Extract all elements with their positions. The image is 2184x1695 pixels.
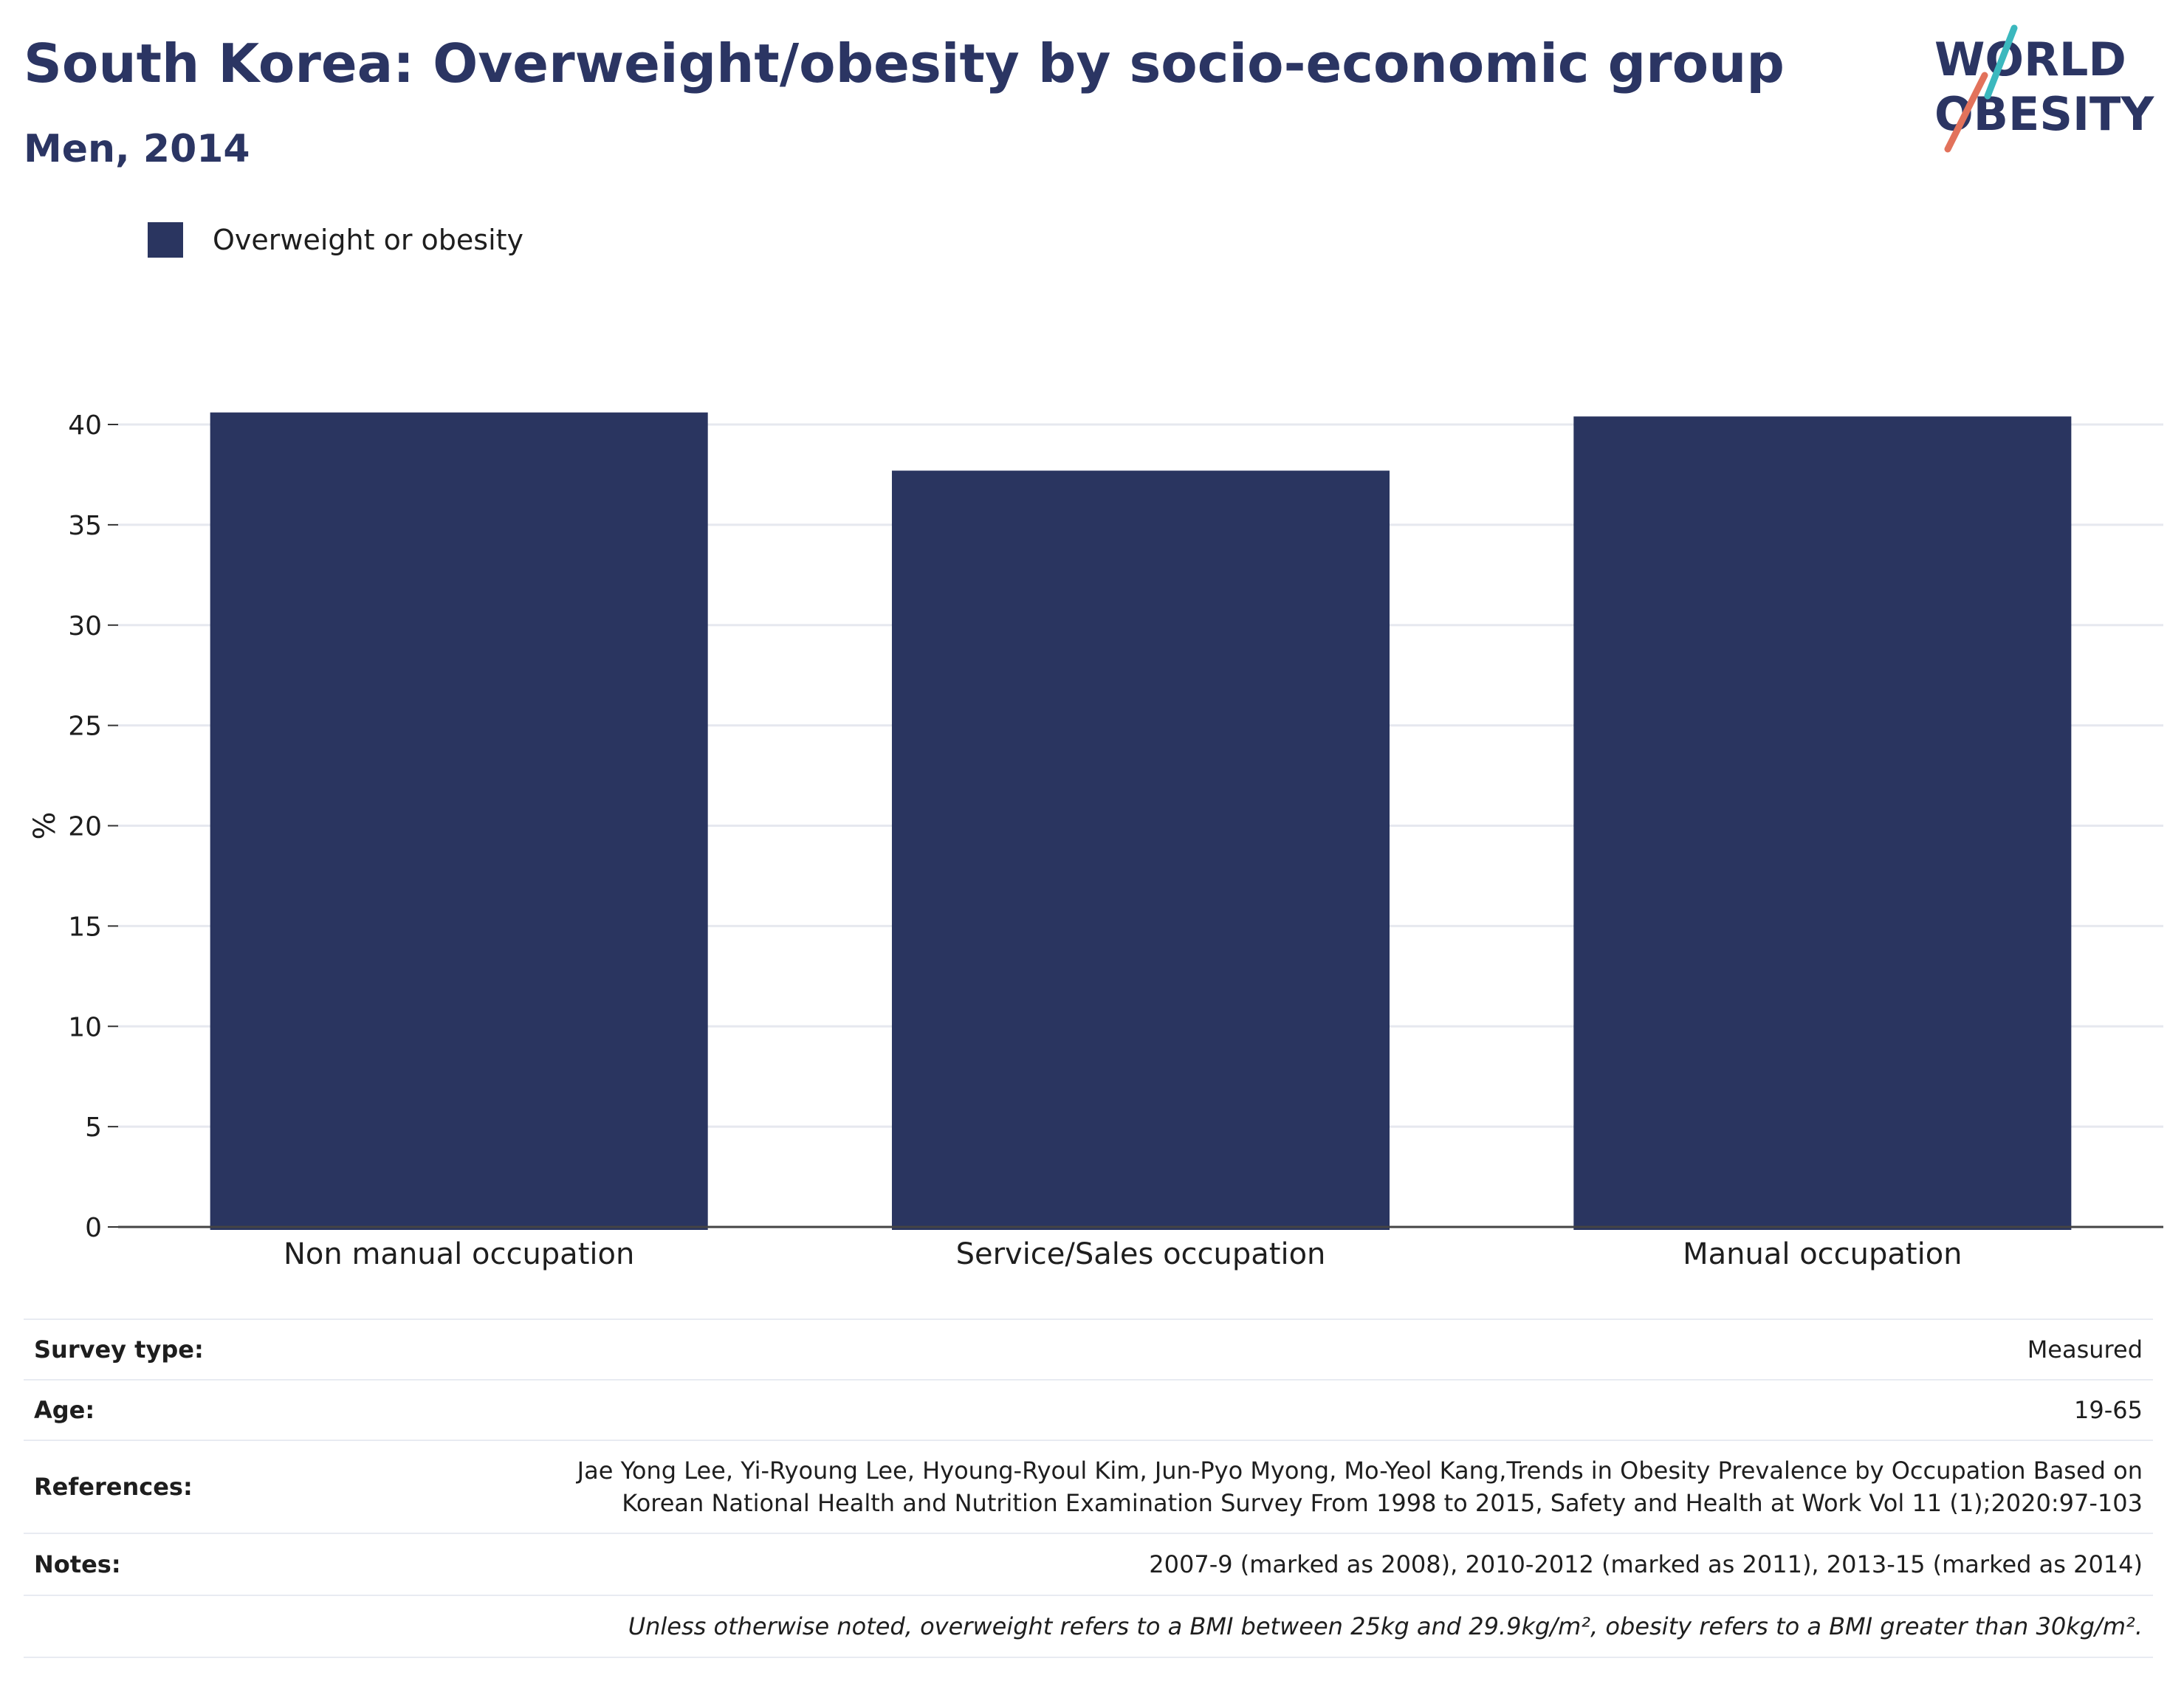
references-line-2: Korean National Health and Nutrition Exa… — [622, 1489, 2143, 1517]
y-tick-label: 35 — [68, 511, 102, 541]
y-tick-label: 10 — [68, 1012, 102, 1042]
x-tick-label: Non manual occupation — [284, 1237, 634, 1271]
age-value: 19-65 — [2074, 1396, 2143, 1424]
bar — [891, 470, 1390, 1231]
bar-chart: 0 5 10 15 20 25 30 35 40% Non manual occupation Se… — [28, 410, 2163, 1271]
legend-label: Overweight or obesity — [213, 224, 524, 256]
info-row-age: Age: 19-65 — [24, 1381, 2153, 1441]
y-tick-label: 15 — [68, 912, 102, 942]
chart-legend: Overweight or obesity — [148, 221, 523, 258]
bar — [1573, 416, 2072, 1230]
references-line-1: Jae Yong Lee, Yi-Ryoung Lee, Hyoung-Ryou… — [577, 1457, 2143, 1485]
info-row-survey-type: Survey type: Measured — [24, 1320, 2153, 1381]
legend-swatch — [148, 222, 183, 258]
info-row-notes: Notes: 2007-9 (marked as 2008), 2010-201… — [24, 1534, 2153, 1596]
y-tick-label: 0 — [85, 1213, 102, 1243]
x-tick-label: Service/Sales occupation — [956, 1237, 1326, 1271]
survey-type-label: Survey type: — [34, 1335, 204, 1364]
references-value: Jae Yong Lee, Yi-Ryoung Lee, Hyoung-Ryou… — [577, 1454, 2143, 1519]
world-obesity-logo: WORLD OBESITY — [1934, 24, 2154, 153]
logo-slash-coral — [1944, 72, 1988, 153]
notes-value: 2007-9 (marked as 2008), 2010-2012 (mark… — [1149, 1550, 2143, 1578]
y-axis-label: % — [28, 811, 62, 839]
info-row-references: References: Jae Yong Lee, Yi-Ryoung Lee,… — [24, 1441, 2153, 1534]
chart-info-table: Survey type: Measured Age: 19-65 Referen… — [24, 1318, 2153, 1658]
y-tick-label: 5 — [85, 1113, 102, 1143]
y-tick-label: 40 — [68, 410, 102, 441]
y-tick-label: 20 — [68, 812, 102, 842]
logo-slash-teal — [1984, 24, 2018, 100]
age-label: Age: — [34, 1396, 95, 1424]
x-tick-label: Manual occupation — [1683, 1237, 1962, 1271]
survey-type-value: Measured — [2027, 1335, 2143, 1364]
bars — [210, 412, 2072, 1231]
logo-text-world: WORLD — [1934, 32, 2126, 86]
bmi-definition-note: Unless otherwise noted, overweight refer… — [628, 1612, 2143, 1640]
info-row-definition: Unless otherwise noted, overweight refer… — [24, 1596, 2153, 1658]
y-tick-label: 25 — [68, 712, 102, 742]
axes: 0 5 10 15 20 25 30 35 40% Non manual occupation Se… — [28, 410, 2163, 1271]
bar — [210, 412, 708, 1230]
page-subtitle: Men, 2014 — [24, 127, 250, 171]
y-tick-label: 30 — [68, 611, 102, 642]
page-title: South Korea: Overweight/obesity by socio… — [24, 32, 1785, 94]
references-label: References: — [34, 1473, 193, 1501]
notes-label: Notes: — [34, 1550, 121, 1578]
